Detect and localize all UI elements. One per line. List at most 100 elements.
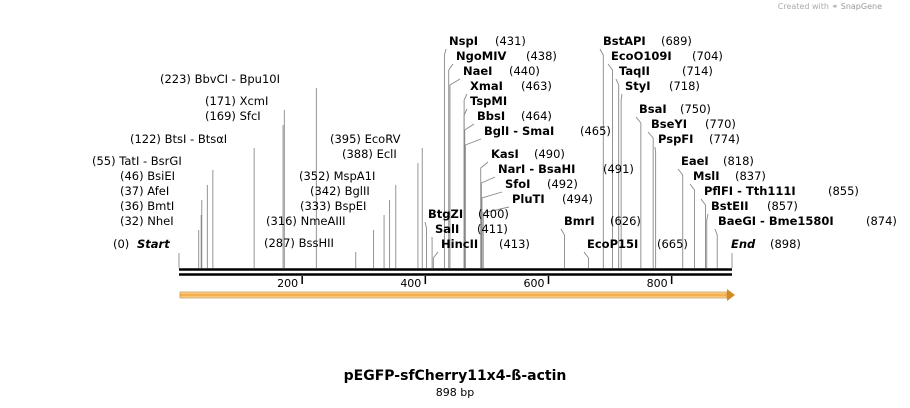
site-position: (704) (692, 49, 723, 63)
enzyme-name: PspFI (658, 132, 693, 146)
cut-site-line (677, 168, 684, 268)
cut-site-line (464, 123, 475, 268)
site-label: (333) BspEI (300, 199, 366, 213)
site-position: (492) (547, 177, 578, 191)
map-title: pEGFP-sfCherry11x4-ß-actin (343, 368, 567, 384)
enzyme-name: SalI (435, 222, 459, 236)
cut-site-line (448, 63, 454, 268)
site-position: (750) (680, 102, 711, 116)
enzyme-name: EcoO109I (611, 49, 672, 63)
site-position: (122) (130, 132, 165, 146)
site-position: (223) (160, 72, 195, 86)
cut-site-line (463, 108, 468, 268)
enzyme-name: PluTI (512, 192, 545, 206)
cut-site-line (449, 78, 461, 268)
site-position: (464) (521, 109, 552, 123)
site-label: (342) BglII (310, 184, 370, 198)
enzyme-name: AfeI (147, 184, 169, 198)
tick-label: 800 (647, 277, 668, 290)
feature-track (179, 289, 735, 301)
cut-site-line (482, 206, 510, 268)
enzyme-name: BseYI (651, 117, 687, 131)
site-position: (36) (120, 199, 147, 213)
site-position: (491) (603, 162, 634, 176)
site-position: (855) (828, 184, 859, 198)
enzyme-name: BspEI (335, 199, 367, 213)
enzyme-name: NspI (449, 34, 478, 48)
enzyme-name: BstAPI (603, 34, 646, 48)
enzyme-name: BsiEI (147, 169, 175, 183)
enzyme-name: MslI (693, 169, 720, 183)
site-position: (171) (205, 94, 240, 108)
site-position: (55) (92, 154, 119, 168)
end-position: (898) (770, 237, 801, 251)
site-position: (169) (205, 109, 240, 123)
orange-feature-arrow (179, 291, 728, 299)
site-label: (122) BtsI - BtsαI (130, 132, 227, 146)
enzyme-name: StyI (625, 79, 651, 93)
enzyme-name: BmrI (564, 214, 595, 228)
cut-site-line (615, 78, 620, 268)
enzyme-name: EcoRV (365, 132, 401, 146)
enzyme-name: BaeGI - Bme1580I (718, 214, 834, 228)
end-label: End (731, 237, 756, 251)
enzyme-name: BglII (345, 184, 370, 198)
enzyme-name: BtgZI (428, 207, 463, 221)
cut-site-line (560, 228, 565, 268)
cut-site-line (480, 176, 496, 268)
enzyme-name: NmeAIII (301, 214, 346, 228)
enzyme-name: NgoMIV (456, 49, 506, 63)
cut-site-line (599, 48, 604, 268)
site-label: (352) MspA1I (299, 169, 375, 183)
cut-site-line (464, 138, 482, 268)
cut-site-line (635, 116, 642, 268)
enzyme-name: EclI (377, 147, 397, 161)
cut-site-line (700, 198, 706, 268)
cut-site-line (443, 48, 447, 268)
map-length: 898 bp (435, 386, 475, 399)
site-position: (770) (705, 117, 736, 131)
site-position: (818) (723, 154, 754, 168)
cut-site-lines (178, 48, 733, 268)
enzyme-name: BstEII (711, 199, 749, 213)
enzyme-name: EcoP15I (587, 237, 638, 251)
site-position: (400) (478, 207, 509, 221)
cut-site-line (706, 213, 709, 268)
enzyme-name: PflFI - Tth111I (704, 184, 796, 198)
site-position: (287) (264, 236, 299, 250)
cut-site-line (647, 131, 654, 268)
enzyme-name: NheI (147, 214, 173, 228)
cut-site-line (432, 251, 439, 268)
site-position: (774) (709, 132, 740, 146)
site-position: (333) (300, 199, 335, 213)
credit-brand: SnapGene (840, 2, 882, 11)
enzyme-name: BtsI - BtsαI (165, 132, 228, 146)
site-position: (440) (509, 64, 540, 78)
site-position: (438) (526, 49, 557, 63)
dna-backbone (179, 268, 732, 276)
cut-site-line (714, 228, 718, 268)
feature-arrow-head (727, 289, 735, 301)
site-label: (37) AfeI (120, 184, 169, 198)
enzyme-name: MspA1I (334, 169, 376, 183)
site-position: (388) (342, 147, 377, 161)
site-position: (689) (661, 34, 692, 48)
credit-prefix: Created with (777, 2, 829, 11)
site-label: (171) XcmI (205, 94, 268, 108)
site-position: (46) (120, 169, 147, 183)
enzyme-name: BbsI (477, 109, 505, 123)
cut-site-line (607, 63, 613, 268)
site-position: (413) (499, 237, 530, 251)
enzyme-name: TatI - BsrGI (118, 154, 181, 168)
cut-site-line (480, 161, 489, 268)
snapgene-logo-icon: ⚭ (831, 2, 839, 11)
cut-site-line (654, 146, 657, 268)
enzyme-name: TspMI (470, 94, 507, 108)
enzyme-name: BssHII (299, 236, 334, 250)
site-position: (718) (669, 79, 700, 93)
tick-label: 200 (277, 277, 298, 290)
enzyme-name: XmaI (470, 79, 503, 93)
site-position: (665) (657, 237, 688, 251)
site-position: (490) (534, 147, 565, 161)
enzyme-name: EaeI (681, 154, 709, 168)
